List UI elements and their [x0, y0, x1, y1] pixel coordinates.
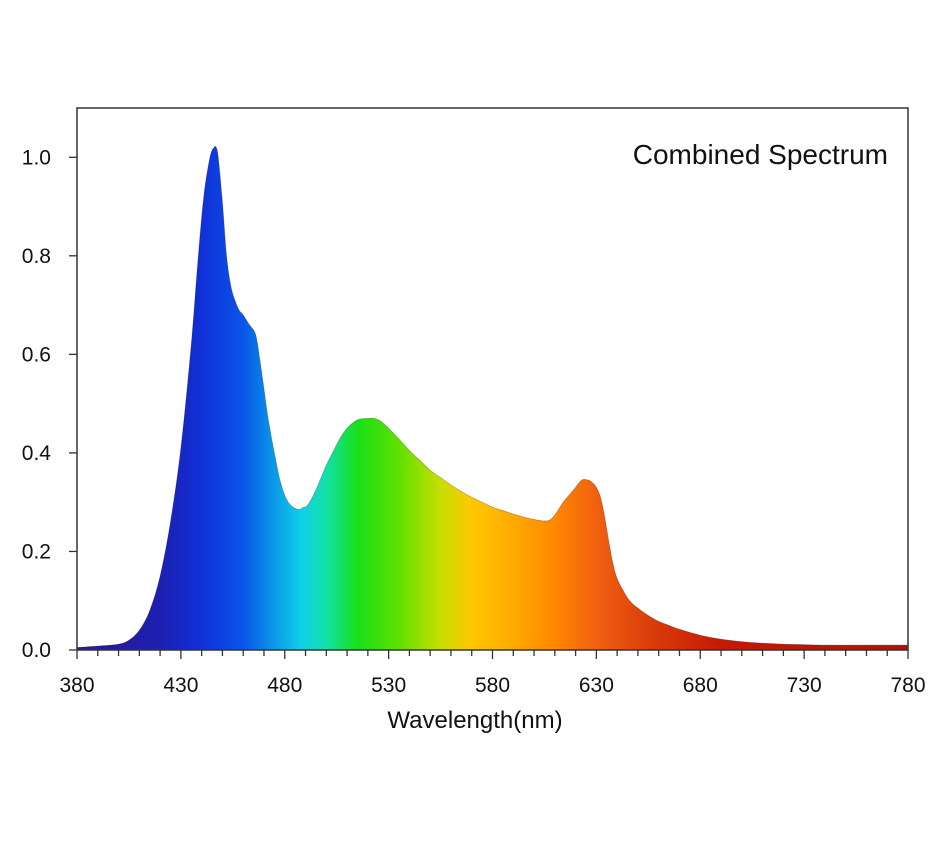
y-tick-label: 1.0 [22, 146, 51, 169]
y-tick-label: 0.0 [22, 639, 51, 662]
y-tick-label: 0.6 [22, 343, 51, 366]
x-tick-label: 780 [890, 674, 925, 697]
x-tick-label: 480 [267, 674, 302, 697]
x-tick-label: 730 [787, 674, 822, 697]
y-tick-label: 0.2 [22, 540, 51, 563]
x-tick-label: 680 [683, 674, 718, 697]
chart-title: Combined Spectrum [633, 139, 888, 170]
x-tick-label: 430 [163, 674, 198, 697]
y-tick-label: 0.4 [22, 442, 52, 465]
x-tick-label: 630 [579, 674, 614, 697]
spectrum-area [77, 146, 908, 650]
x-tick-label: 380 [59, 674, 94, 697]
x-axis-label: Wavelength(nm) [387, 707, 562, 734]
y-tick-label: 0.8 [22, 245, 51, 268]
spectrum-line [76, 145, 908, 648]
x-tick-label: 530 [371, 674, 406, 697]
x-tick-label: 580 [475, 674, 510, 697]
plot-area [69, 107, 909, 659]
